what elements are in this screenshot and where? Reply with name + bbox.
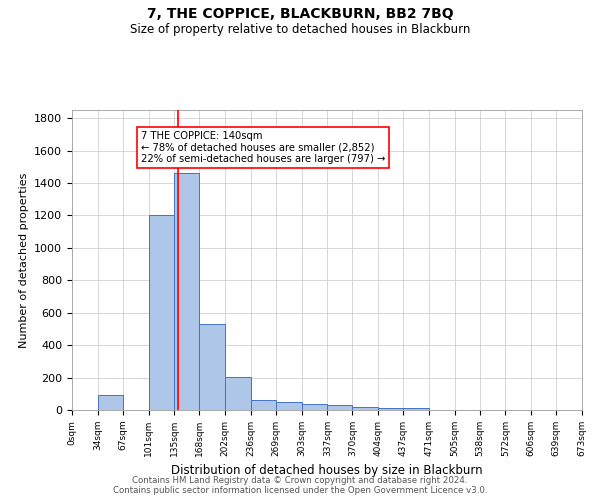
- Bar: [328, 405, 352, 410]
- Bar: [403, 408, 429, 410]
- Bar: [302, 404, 328, 410]
- Text: 7, THE COPPICE, BLACKBURN, BB2 7BQ: 7, THE COPPICE, BLACKBURN, BB2 7BQ: [146, 8, 454, 22]
- Text: 7 THE COPPICE: 140sqm
← 78% of detached houses are smaller (2,852)
22% of semi-d: 7 THE COPPICE: 140sqm ← 78% of detached …: [141, 131, 385, 164]
- Bar: [225, 377, 251, 410]
- Text: Contains HM Land Registry data © Crown copyright and database right 2024.
Contai: Contains HM Land Registry data © Crown c…: [113, 476, 487, 495]
- Bar: [378, 408, 403, 410]
- Bar: [251, 400, 276, 410]
- Bar: [149, 216, 175, 410]
- Bar: [98, 396, 123, 410]
- Bar: [276, 402, 302, 410]
- Bar: [175, 173, 199, 410]
- Bar: [199, 324, 225, 410]
- Bar: [352, 407, 378, 410]
- X-axis label: Distribution of detached houses by size in Blackburn: Distribution of detached houses by size …: [171, 464, 483, 477]
- Y-axis label: Number of detached properties: Number of detached properties: [19, 172, 29, 348]
- Text: Size of property relative to detached houses in Blackburn: Size of property relative to detached ho…: [130, 22, 470, 36]
